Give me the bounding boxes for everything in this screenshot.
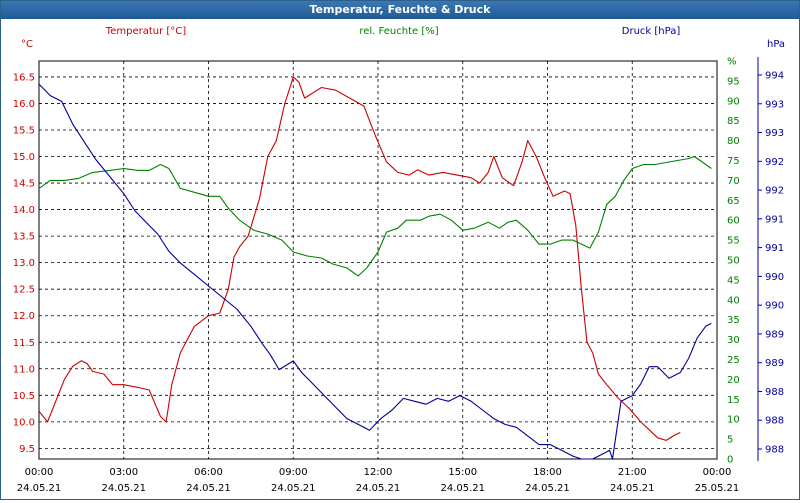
x-tick-time: 06:00 — [194, 467, 223, 478]
middle-tick-label: 95 — [727, 76, 740, 87]
middle-tick-label: 5 — [727, 435, 733, 446]
right-tick-label: 989 — [765, 358, 784, 369]
right-tick-label: 989 — [765, 329, 784, 340]
x-tick-time: 03:00 — [109, 467, 138, 478]
left-tick-label: 11.0 — [13, 364, 35, 375]
x-tick-time: 18:00 — [533, 467, 562, 478]
left-tick-label: 13.5 — [13, 232, 35, 243]
middle-tick-label: 10 — [727, 415, 740, 426]
left-tick-label: 13.0 — [13, 258, 35, 269]
right-tick-label: 991 — [765, 214, 784, 225]
legend-right-label: Druck [hPa] — [622, 26, 681, 37]
middle-tick-label: 35 — [727, 315, 740, 326]
x-tick-time: 21:00 — [618, 467, 647, 478]
middle-tick-label: 55 — [727, 236, 740, 247]
middle-tick-label: 30 — [727, 335, 740, 346]
x-tick-date: 24.05.21 — [356, 483, 401, 494]
x-tick-date: 24.05.21 — [610, 483, 655, 494]
x-tick-time: 12:00 — [364, 467, 393, 478]
left-tick-label: 10.5 — [13, 391, 35, 402]
middle-tick-label: 45 — [727, 275, 740, 286]
middle-tick-label: 60 — [727, 216, 740, 227]
legend-left-label: Temperatur [°C] — [105, 26, 186, 37]
left-tick-label: 15.0 — [13, 152, 35, 163]
right-tick-label: 990 — [765, 272, 784, 283]
right-tick-label: 994 — [765, 71, 784, 82]
right-tick-label: 992 — [765, 186, 784, 197]
middle-tick-label: 90 — [727, 96, 740, 107]
middle-tick-label: 85 — [727, 116, 740, 127]
right-tick-label: 993 — [765, 128, 784, 139]
left-tick-label: 12.0 — [13, 311, 35, 322]
middle-tick-label: 75 — [727, 156, 740, 167]
x-tick-time: 15:00 — [448, 467, 477, 478]
middle-tick-label: 70 — [727, 176, 740, 187]
left-tick-label: 12.5 — [13, 285, 35, 296]
temperature-line — [38, 76, 681, 441]
x-tick-date: 24.05.21 — [101, 483, 146, 494]
x-tick-time: 09:00 — [279, 467, 308, 478]
middle-tick-label: 25 — [727, 355, 740, 366]
middle-tick-label: 40 — [727, 295, 740, 306]
right-tick-label: 991 — [765, 243, 784, 254]
right-axis-unit: hPa — [767, 39, 785, 50]
x-tick-date: 24.05.21 — [271, 483, 316, 494]
left-tick-label: 14.0 — [13, 205, 35, 216]
legend-middle-label: rel. Feuchte [%] — [359, 26, 438, 37]
left-tick-label: 16.5 — [13, 72, 35, 83]
middle-tick-label: % — [727, 57, 737, 68]
right-tick-label: 993 — [765, 99, 784, 110]
right-tick-label: 988 — [765, 445, 784, 456]
x-tick-time: 00:00 — [25, 467, 54, 478]
x-tick-date: 24.05.21 — [186, 483, 231, 494]
left-tick-label: 10.0 — [13, 417, 35, 428]
left-axis-unit: °C — [21, 39, 33, 50]
x-tick-time: 00:00 — [703, 467, 732, 478]
left-tick-label: 14.5 — [13, 179, 35, 190]
middle-tick-label: 80 — [727, 136, 740, 147]
left-tick-label: 15.5 — [13, 125, 35, 136]
window-title: Temperatur, Feuchte & Druck — [1, 1, 799, 19]
x-tick-date: 24.05.21 — [440, 483, 485, 494]
x-tick-date: 24.05.21 — [525, 483, 570, 494]
chart-canvas: Temperatur [°C] rel. Feuchte [%] Druck [hP… — [1, 19, 799, 499]
left-tick-label: 11.5 — [13, 338, 35, 349]
humidity-line — [38, 155, 712, 277]
middle-tick-label: 50 — [727, 256, 740, 267]
middle-tick-label: 65 — [727, 196, 740, 207]
middle-tick-label: 20 — [727, 375, 740, 386]
right-tick-label: 988 — [765, 416, 784, 427]
pressure-line — [38, 83, 712, 460]
x-tick-date: 25.05.21 — [695, 483, 740, 494]
right-tick-label: 988 — [765, 387, 784, 398]
middle-tick-label: 15 — [727, 395, 740, 406]
left-tick-label: 16.0 — [13, 99, 35, 110]
middle-tick-label: 0 — [727, 455, 733, 466]
left-tick-label: 9.5 — [19, 444, 35, 455]
right-tick-label: 990 — [765, 301, 784, 312]
x-tick-date: 24.05.21 — [17, 483, 62, 494]
right-tick-label: 992 — [765, 157, 784, 168]
